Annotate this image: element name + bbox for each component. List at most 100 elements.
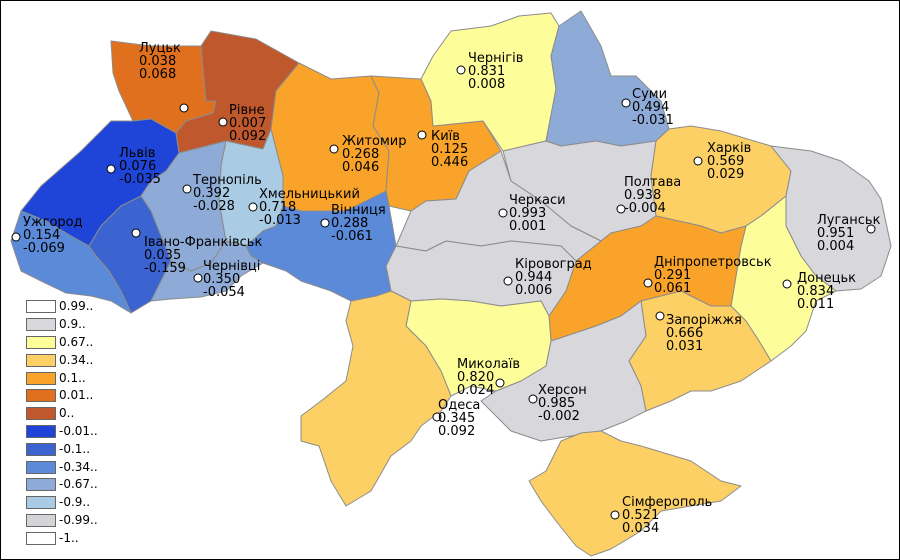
city-dot bbox=[495, 378, 505, 388]
city-value-secondary: -0.061 bbox=[331, 229, 373, 244]
legend-label: -0.67.. bbox=[59, 477, 98, 492]
city-name: Луцьк bbox=[139, 41, 181, 56]
city-dot bbox=[643, 278, 653, 288]
city-value-primary: 0.521 bbox=[622, 508, 659, 523]
city-name: Полтава bbox=[624, 175, 681, 190]
city-dot bbox=[11, 232, 21, 242]
legend-swatch bbox=[26, 371, 56, 385]
legend-label: -0.34.. bbox=[59, 459, 98, 474]
legend-item: 0.1.. bbox=[26, 369, 136, 387]
legend-label: 0.99.. bbox=[59, 299, 94, 314]
city-name: Херсон bbox=[538, 383, 587, 398]
city-value-primary: 0.666 bbox=[666, 326, 703, 341]
city-dot bbox=[329, 144, 339, 154]
city-value-secondary: -0.028 bbox=[193, 199, 235, 214]
city-value-primary: 0.569 bbox=[707, 154, 744, 169]
city-value-secondary: 0.024 bbox=[457, 383, 494, 398]
legend-swatch bbox=[26, 424, 56, 438]
city-name: Чернігів bbox=[468, 51, 523, 66]
city-dot bbox=[782, 279, 792, 289]
city-value-primary: 0.291 bbox=[654, 268, 691, 283]
legend-item: -0.34.. bbox=[26, 458, 136, 476]
city-value-primary: 0.494 bbox=[632, 100, 669, 115]
legend-item: 0.34.. bbox=[26, 351, 136, 369]
city-value-secondary: 0.061 bbox=[654, 281, 691, 296]
city-value-primary: 0.345 bbox=[438, 411, 475, 426]
city-name: Донецьк bbox=[797, 271, 856, 286]
city-dot bbox=[616, 204, 626, 214]
city-value-secondary: 0.011 bbox=[797, 297, 834, 312]
map-legend: 0.99.. 0.9.. 0.67.. 0.34.. 0.1.. 0.01.. 0.. -0.… bbox=[26, 298, 136, 547]
city-dot bbox=[106, 164, 116, 174]
city-value-primary: 0.718 bbox=[259, 200, 296, 215]
city-value-secondary: 0.029 bbox=[707, 167, 744, 182]
legend-swatch bbox=[26, 531, 56, 545]
city-value-primary: 0.350 bbox=[203, 272, 240, 287]
city-value-secondary: 0.034 bbox=[622, 521, 659, 536]
city-value-secondary: 0.068 bbox=[139, 67, 176, 82]
city-value-primary: 0.038 bbox=[139, 54, 176, 69]
city-value-secondary: 0.006 bbox=[515, 283, 552, 298]
city-value-primary: 0.125 bbox=[431, 142, 468, 157]
legend-item: 0.9.. bbox=[26, 316, 136, 334]
city-dot bbox=[655, 311, 665, 321]
city-name: Тернопіль bbox=[192, 173, 262, 188]
city-dot bbox=[193, 273, 203, 283]
city-dot bbox=[432, 412, 442, 422]
legend-swatch bbox=[26, 335, 56, 349]
city-value-secondary: 0.031 bbox=[666, 339, 703, 354]
city-name: Дніпропетровськ bbox=[654, 255, 772, 270]
city-dot bbox=[528, 394, 538, 404]
city-dot bbox=[866, 224, 876, 234]
city-name: Кіровоград bbox=[515, 257, 592, 272]
city-name: Суми bbox=[632, 87, 667, 102]
city-name: Чернівці bbox=[203, 259, 260, 274]
city-dot bbox=[182, 184, 192, 194]
city-value-primary: 0.392 bbox=[193, 186, 230, 201]
city-dot bbox=[498, 208, 508, 218]
city-value-primary: 0.831 bbox=[468, 64, 505, 79]
city-name: Хмельницький bbox=[259, 187, 360, 202]
city-value-secondary: -0.004 bbox=[624, 201, 666, 216]
city-value-primary: 0.951 bbox=[817, 226, 854, 241]
legend-swatch bbox=[26, 353, 56, 367]
city-value-secondary: -0.031 bbox=[632, 113, 674, 128]
region-crimea bbox=[528, 430, 742, 557]
legend-label: -0.01.. bbox=[59, 423, 98, 438]
legend-label: 0.01.. bbox=[59, 388, 94, 403]
region-odesa bbox=[300, 290, 452, 507]
legend-item: 0.01.. bbox=[26, 387, 136, 405]
city-name: Івано-Франківськ bbox=[144, 235, 262, 250]
legend-item: 0.99.. bbox=[26, 298, 136, 316]
city-dot bbox=[503, 276, 513, 286]
city-value-secondary: 0.004 bbox=[817, 239, 854, 254]
legend-label: -0.1.. bbox=[59, 441, 91, 456]
city-value-secondary: 0.092 bbox=[229, 129, 266, 144]
city-value-secondary: 0.001 bbox=[509, 219, 546, 234]
city-value-primary: 0.007 bbox=[229, 116, 266, 131]
legend-label: -0.99.. bbox=[59, 512, 98, 527]
city-value-secondary: 0.008 bbox=[468, 77, 505, 92]
city-value-primary: 0.985 bbox=[538, 396, 575, 411]
legend-label: 0.1.. bbox=[59, 370, 86, 385]
city-value-secondary: -0.035 bbox=[119, 172, 161, 187]
city-name: Одеса bbox=[438, 398, 480, 413]
